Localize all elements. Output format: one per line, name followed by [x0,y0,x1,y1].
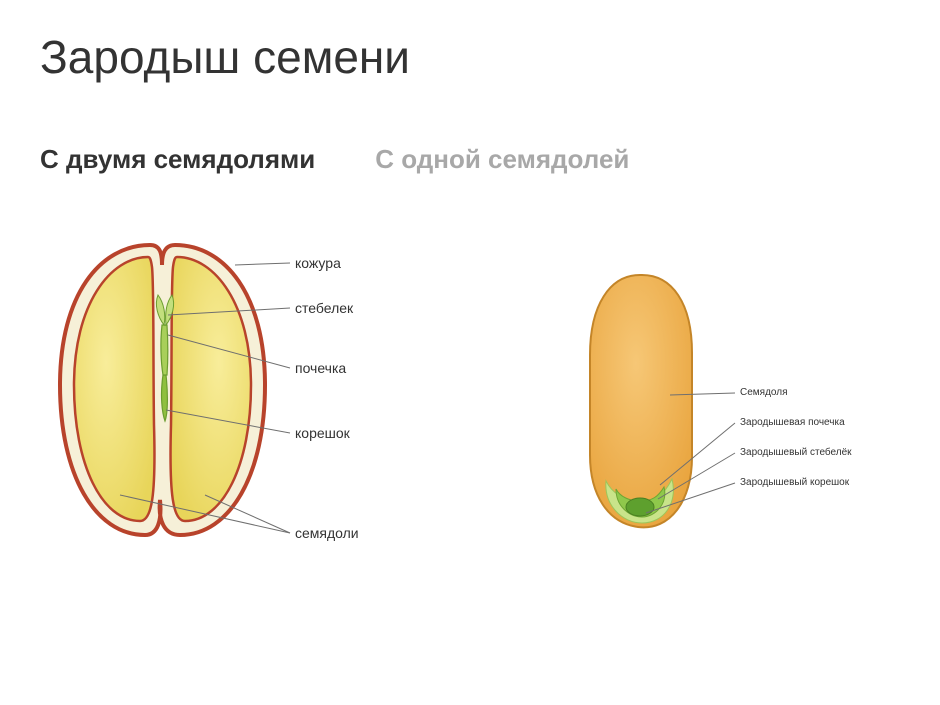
diagram-stage: кожура стебелек почечка корешок семядоли… [40,215,900,635]
subheading-dicot: С двумя семядолями [40,144,315,175]
monocot-seed-diagram [560,245,880,585]
subheading-monocot: С одной семядолей [375,144,629,175]
label-stemlet: стебелек [295,300,353,316]
label-radicle: корешок [295,425,350,441]
page-title: Зародыш семени [40,30,900,84]
subheadings-row: С двумя семядолями С одной семядолей [40,144,900,175]
label-monocot-stemlet: Зародышевый стебелёк [740,447,852,458]
label-seed-coat: кожура [295,255,341,271]
label-monocot-cotyledon: Семядоля [740,387,788,398]
label-monocot-radicle: Зародышевый корешок [740,477,849,488]
dicot-seed-diagram [40,225,400,605]
label-monocot-bud: Зародышевая почечка [740,417,845,428]
label-bud: почечка [295,360,346,376]
label-cotyledons: семядоли [295,525,359,541]
